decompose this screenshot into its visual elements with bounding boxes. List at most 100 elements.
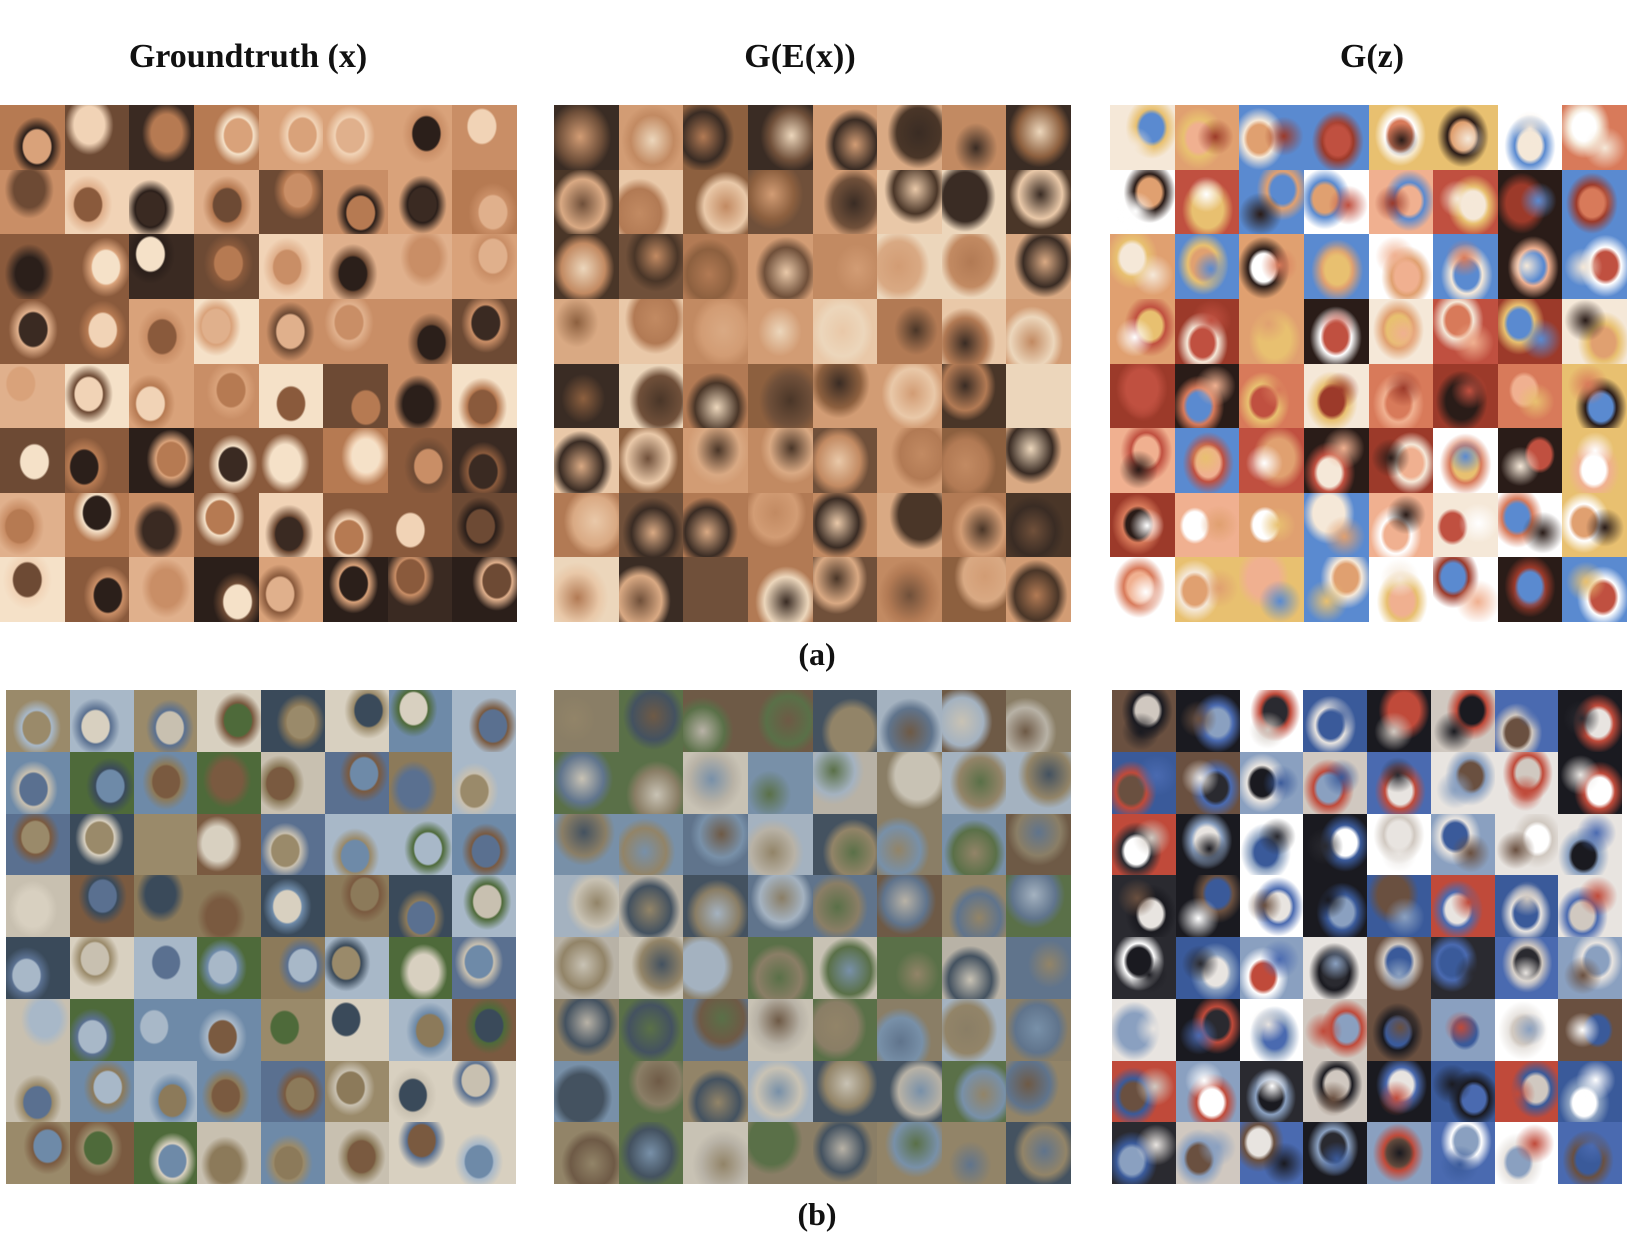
thumbnail [812,105,878,170]
thumbnail [193,298,259,364]
thumbnail [197,1122,261,1184]
thumbnail [941,937,1007,999]
thumbnail [683,557,748,622]
thumbnail [193,492,259,558]
thumbnail [388,690,453,752]
thumbnail [64,169,130,235]
thumbnail [133,813,198,876]
thumbnail [1110,363,1175,429]
thumbnail [1430,751,1495,814]
thumbnail [683,169,748,235]
thumbnail [452,105,517,170]
thumbnail [877,428,942,493]
thumbnail [554,105,619,170]
thumbnail [258,234,324,299]
thumbnail [1368,234,1434,299]
thumbnail [812,1060,878,1123]
thumbnail [747,751,813,814]
thumbnail [1494,998,1559,1061]
thumbnail [1558,1060,1622,1123]
thumbnail [324,937,389,999]
thumbnail [1303,557,1369,622]
thumbnail [941,105,1007,170]
thumbnail [1239,105,1304,170]
thumbnail [618,1122,684,1184]
thumbnail [6,690,70,752]
thumbnail [1368,557,1434,622]
thumbnail [64,428,130,493]
thumbnail [258,492,324,558]
thumbnail [747,937,813,999]
thumbnail [554,492,619,558]
thumbnail [747,428,813,493]
thumbnail [747,298,813,364]
thumbnail [747,105,813,170]
thumbnail [193,169,259,235]
thumbnail [323,105,388,170]
cifar-generated-grid [1112,690,1622,1184]
thumbnail [1303,298,1369,364]
thumbnail [129,557,194,622]
thumbnail [1112,813,1176,876]
thumbnail [1006,234,1071,299]
thumbnail [1112,690,1176,752]
thumbnail [64,492,130,558]
thumbnail [1562,363,1627,429]
thumbnail [1112,1060,1176,1123]
thumbnail [1368,428,1434,493]
thumbnail [1112,875,1176,937]
thumbnail [133,937,198,999]
thumbnail [452,751,516,814]
thumbnail [618,813,684,876]
thumbnail [1239,751,1304,814]
thumbnail [1367,813,1431,876]
thumbnail [683,690,748,752]
thumbnail [554,751,619,814]
thumbnail [941,234,1007,299]
thumbnail [261,690,325,752]
thumbnail [1303,937,1367,999]
thumbnail [452,428,517,493]
thumbnail [1433,363,1498,429]
thumbnail [1562,428,1627,493]
thumbnail [261,1060,325,1123]
thumbnail [1367,937,1431,999]
thumbnail [1430,998,1495,1061]
thumbnail [69,1122,134,1184]
thumbnail [0,105,65,170]
thumbnail [258,169,324,235]
thumbnail [554,557,619,622]
thumbnail [261,937,325,999]
thumbnail [1006,875,1071,937]
thumbnail [1562,557,1627,622]
thumbnail [618,1060,684,1123]
thumbnail [1239,557,1304,622]
column-title-generated: G(z) [1339,38,1405,75]
thumbnail [197,998,261,1061]
thumbnail [1367,690,1431,752]
thumbnail [452,1122,516,1184]
thumbnail [1175,690,1240,752]
thumbnail [1494,1060,1559,1123]
thumbnail [387,298,453,364]
thumbnail [388,998,453,1061]
thumbnail [554,1122,619,1184]
thumbnail [452,234,517,299]
thumbnail [1110,428,1175,493]
thumbnail [1175,751,1240,814]
thumbnail [1112,751,1176,814]
thumbnail [261,998,325,1061]
thumbnail [324,751,389,814]
thumbnail [1239,492,1304,558]
thumbnail [452,998,516,1061]
thumbnail [6,813,70,876]
thumbnail [1497,234,1563,299]
thumbnail [133,875,198,937]
thumbnail [258,298,324,364]
thumbnail [323,428,388,493]
thumbnail [1433,557,1498,622]
thumbnail [133,1060,198,1123]
thumbnail [452,492,517,558]
thumbnail [1174,428,1240,493]
thumbnail [1367,875,1431,937]
